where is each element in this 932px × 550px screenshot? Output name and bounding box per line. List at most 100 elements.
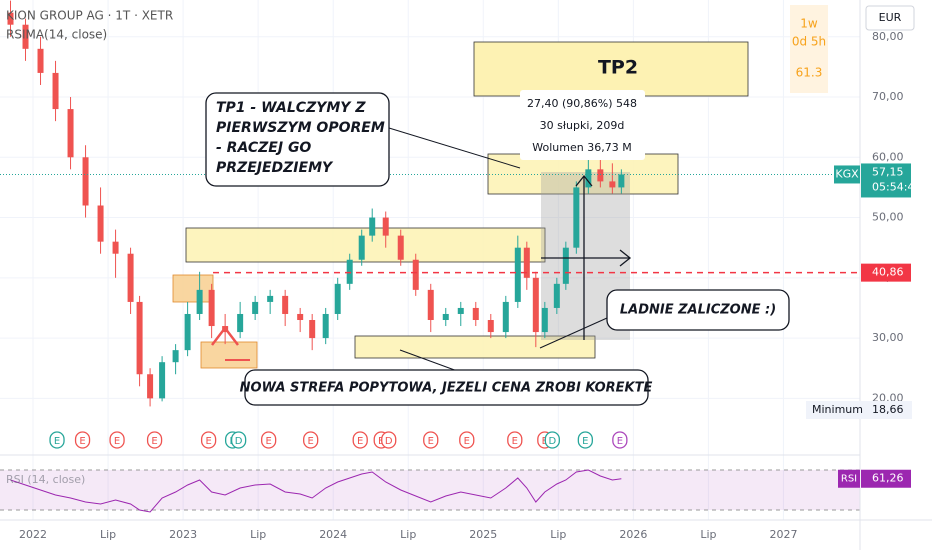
candle-body <box>346 259 353 284</box>
rsi-value: 61,26 <box>872 472 904 485</box>
x-tick-label: Lip <box>550 528 566 541</box>
event-label: E <box>582 436 588 447</box>
callout-pointer <box>539 317 608 349</box>
x-tick-label: 2023 <box>169 528 197 541</box>
candle-body <box>358 235 365 260</box>
event-marker <box>146 431 163 449</box>
arrows <box>211 174 632 361</box>
event-label: E <box>114 436 120 447</box>
x-tick-label: Lip <box>100 528 116 541</box>
event-label: E <box>464 436 470 447</box>
x-tick-label: 2026 <box>619 528 647 541</box>
candle-body <box>282 295 289 314</box>
orange-zone <box>200 341 258 369</box>
timeframe: 61.3 <box>796 66 823 80</box>
candle-body <box>472 307 479 321</box>
demand-zone <box>354 335 596 359</box>
event-marker <box>303 431 319 449</box>
tp1-line: PIERWSZYM OPOREM <box>216 120 385 136</box>
minimum-title: Minimum <box>812 403 863 416</box>
event-marker <box>381 431 397 449</box>
demand-note: NOWA STREFA POPYTOWA, JEZELI CENA ZROBI … <box>240 381 653 396</box>
timeframe: 1w <box>800 17 818 31</box>
event-label: E <box>617 436 623 447</box>
candle-body <box>382 217 389 236</box>
callout-pointer <box>388 127 521 169</box>
event-marker <box>577 431 593 449</box>
candle-body <box>427 289 434 321</box>
event-label: E <box>512 436 518 447</box>
event-marker <box>459 431 475 449</box>
currency[interactable]: EUR <box>879 11 902 24</box>
event-label: E <box>151 436 157 447</box>
rsi-line <box>10 469 622 513</box>
event-marker <box>230 431 247 449</box>
event-marker <box>544 431 560 449</box>
event-label: E <box>205 436 211 447</box>
candle-body <box>585 169 592 188</box>
candle-body <box>52 72 59 110</box>
candle-body <box>369 217 376 236</box>
passed-note: LADNIE ZALICZONE :) <box>620 303 776 318</box>
marks: EEEEEEEDEEEEDEEEEDEE <box>0 0 860 513</box>
x-tick-label: 2027 <box>769 528 797 541</box>
candle-body <box>172 350 179 363</box>
x-tick-label: 2025 <box>469 528 497 541</box>
candle-body <box>487 320 494 333</box>
candle-body <box>297 313 304 321</box>
currency-button[interactable] <box>865 5 915 31</box>
tp1-callout <box>205 92 390 187</box>
x-tick-label: Lip <box>250 528 266 541</box>
minimum-tag <box>806 401 912 419</box>
event-marker <box>612 431 628 449</box>
candle-body <box>322 313 329 339</box>
orange-zone <box>172 274 214 303</box>
measure-line: Wolumen 36,73 M <box>532 141 631 154</box>
candle-body <box>37 48 44 73</box>
candle-body <box>196 289 203 314</box>
y-tick-label: 80,00 <box>872 30 904 43</box>
event-marker <box>49 431 65 449</box>
title: KION GROUP AG · 1T · XETR <box>6 9 173 23</box>
event-marker <box>200 431 217 449</box>
candle-body <box>502 301 509 333</box>
candle-body <box>237 313 244 333</box>
candle-body <box>523 247 530 278</box>
candle-body <box>541 307 548 333</box>
candle-body <box>532 277 539 333</box>
candle-body <box>573 187 580 248</box>
tp1-line: PRZEJEDZIEMY <box>216 160 334 176</box>
measure-text: 27,40 (90,86%) 548 30 słupki, 209d Wolumen… <box>527 97 637 154</box>
candle-body <box>412 259 419 290</box>
measure-line: 30 słupki, 209d <box>540 119 625 132</box>
resistance-zone <box>185 227 546 263</box>
x-tick-label: Lip <box>400 528 416 541</box>
candle-body <box>267 295 274 302</box>
ticker-tag <box>834 165 860 184</box>
x-tick-label: Lip <box>700 528 716 541</box>
candle-body <box>252 301 259 314</box>
candle-body <box>562 247 569 284</box>
candle-body <box>112 241 119 254</box>
rsi-title: RSI (14, close) <box>6 473 85 486</box>
countdown: 05:54:42 <box>872 180 921 193</box>
measure-line: 27,40 (90,86%) 548 <box>527 97 637 110</box>
candle-body <box>457 307 464 314</box>
candle-body <box>334 283 341 314</box>
tp1-line: - RACZEJ GO <box>216 140 311 156</box>
x-tick-label: 2022 <box>19 528 47 541</box>
level-label: 40,86 <box>872 266 904 279</box>
last-price: 57,15 <box>872 165 904 178</box>
tp1-line: TP1 - WALCZYMY Z <box>216 100 366 116</box>
event-marker <box>109 431 125 449</box>
candle-body <box>97 205 104 242</box>
event-label: E <box>265 436 271 447</box>
ticker: KGX <box>835 167 859 180</box>
timeframe-box <box>790 5 828 93</box>
last-price-tag <box>861 163 911 198</box>
y-tick-label: 30,00 <box>872 331 904 344</box>
tp2-zone <box>473 41 749 97</box>
event-label: E <box>428 436 434 447</box>
y-tick-label: 70,00 <box>872 90 904 103</box>
